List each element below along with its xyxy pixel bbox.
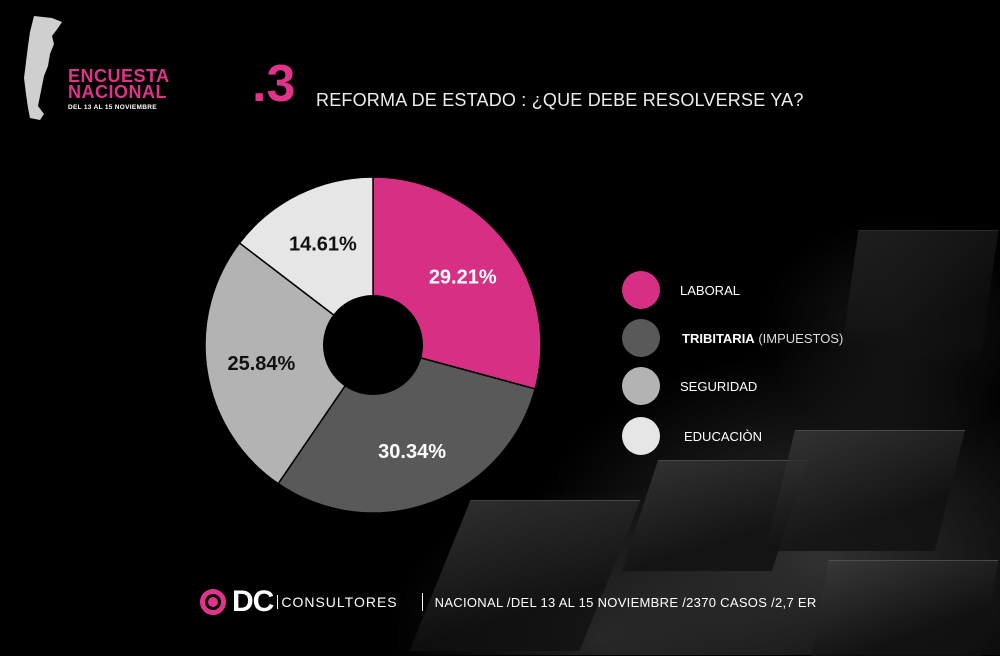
footer-divider [421, 593, 423, 611]
legend-label-text: EDUCACIÒN [684, 428, 763, 444]
brand-name: DC [232, 585, 274, 618]
legend-label-text: TRIBITARIA [682, 330, 755, 346]
donut-slice [238, 176, 374, 347]
slice-label: 30.34% [378, 441, 446, 463]
legend-swatch [622, 367, 660, 405]
donut-hole [323, 295, 423, 395]
donut-chart: 29.21% 30.34% 25.84% 14.61% [204, 176, 542, 514]
survey-title-line2: NACIONAL [68, 82, 167, 102]
legend-label-text: SEGURIDAD [680, 378, 758, 394]
legend-item-seguridad: SEGURIDAD [622, 366, 757, 406]
legend-swatch [622, 319, 660, 357]
slice-label: 25.84% [228, 353, 296, 375]
donut-slice [277, 344, 537, 514]
footer: DC CONSULTORES NACIONAL /DEL 13 AL 15 NO… [200, 584, 817, 620]
dc-logo-icon [200, 589, 226, 615]
legend-label-extra: (IMPUESTOS) [754, 330, 844, 346]
footer-info: NACIONAL /DEL 13 AL 15 NOVIEMBRE /2370 C… [434, 594, 817, 610]
argentina-map-icon [24, 16, 62, 120]
legend-label-text: LABORAL [680, 282, 740, 298]
survey-subtitle: DEL 13 AL 15 NOVIEMBRE [68, 104, 157, 111]
background-cube [764, 430, 966, 551]
legend-swatch [622, 271, 660, 309]
legend-item-educacion: EDUCACIÒN [622, 416, 762, 456]
legend-item-tributaria: TRIBITARIA (IMPUESTOS) [622, 318, 843, 358]
question-number: .3 [252, 55, 296, 113]
background-cube [841, 230, 999, 351]
legend-label: EDUCACIÒN [684, 429, 762, 444]
brand-suffix: CONSULTORES [277, 595, 397, 609]
question-title: REFORMA DE ESTADO : ¿QUE DEBE RESOLVERSE… [316, 90, 804, 110]
legend-label: SEGURIDAD [680, 379, 757, 394]
donut-slice [204, 241, 375, 485]
background-cube [811, 560, 999, 656]
survey-title-line1: ENCUESTA [68, 66, 170, 86]
slice-label: 14.61% [289, 234, 357, 256]
legend-swatch [622, 417, 660, 455]
survey-title: ENCUESTA NACIONAL [68, 66, 170, 102]
slice-label: 29.21% [429, 266, 497, 288]
legend-item-laboral: LABORAL [622, 270, 740, 310]
legend-label: TRIBITARIA (IMPUESTOS) [682, 331, 843, 346]
legend-label: LABORAL [680, 283, 740, 298]
